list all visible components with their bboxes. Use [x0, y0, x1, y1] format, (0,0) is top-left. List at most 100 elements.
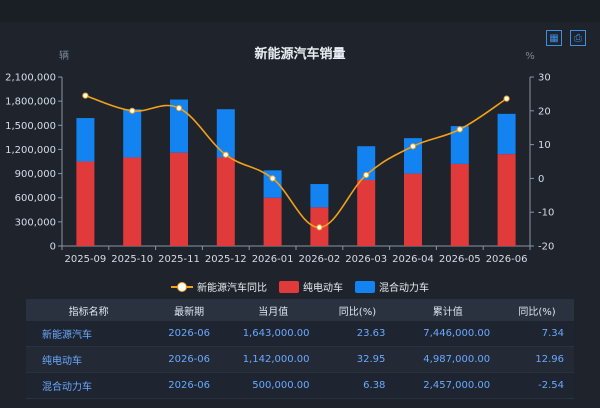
legend-line-marker — [171, 281, 193, 293]
cell-month-value: 1,142,000.00 — [227, 346, 320, 373]
bar-bev — [170, 152, 188, 246]
y-left-tick-label: 1,200,000 — [5, 145, 56, 156]
bar-hybrid — [450, 126, 469, 164]
x-tick-label: 2026-04 — [392, 254, 434, 265]
legend-swatch-hybrid — [355, 280, 375, 293]
indicator-table: 指标名称 最新期 当月值 同比(%) 累计值 同比(%) 新能源汽车 2026-… — [26, 299, 574, 399]
cell-name[interactable]: 新能源汽车 — [26, 321, 152, 347]
y-left-tick-label: 1,800,000 — [5, 97, 56, 108]
bar-bev — [263, 197, 282, 246]
legend-item-hybrid[interactable]: 混合动力车 — [355, 279, 429, 294]
bar-hybrid — [76, 118, 95, 162]
x-tick-label: 2025-12 — [205, 254, 247, 265]
y-axis-left-unit: 辆 — [59, 49, 69, 62]
x-tick-label: 2026-05 — [439, 254, 481, 265]
col-header-name: 指标名称 — [26, 299, 152, 321]
data-view-icon[interactable]: ▦ — [546, 30, 562, 46]
x-tick-label: 2026-01 — [252, 254, 294, 265]
cell-month-value: 1,643,000.00 — [227, 321, 320, 347]
x-tick-label: 2025-11 — [158, 254, 200, 265]
cell-period: 2026-06 — [151, 372, 228, 399]
yoy-point — [129, 107, 136, 114]
col-header-month-value: 当月值 — [227, 299, 320, 321]
y-left-tick-label: 1,500,000 — [5, 121, 56, 132]
y-right-tick-label: 0 — [538, 174, 544, 185]
cell-cumulative-yoy: 7.34 — [500, 321, 574, 347]
cell-cumulative: 7,446,000.00 — [395, 321, 501, 347]
yoy-point — [222, 151, 229, 158]
bar-hybrid — [404, 138, 422, 174]
cell-cumulative-yoy: 12.96 — [500, 346, 574, 373]
save-image-icon[interactable]: ⎙ — [570, 30, 586, 46]
col-header-cumulative: 累计值 — [395, 299, 501, 321]
bar-bev — [357, 180, 376, 246]
bar-bev — [497, 154, 516, 246]
table-header-row: 指标名称 最新期 当月值 同比(%) 累计值 同比(%) — [26, 299, 574, 321]
cell-cumulative: 2,457,000.00 — [395, 372, 501, 399]
legend-item-yoy[interactable]: 新能源汽车同比 — [171, 279, 267, 294]
y-right-tick-label: 30 — [538, 73, 551, 84]
yoy-point — [269, 175, 276, 182]
bar-hybrid — [123, 109, 142, 158]
y-left-tick-label: 0 — [50, 242, 56, 253]
yoy-point — [456, 126, 463, 133]
cell-month-yoy: 6.38 — [319, 372, 396, 399]
cell-cumulative: 4,987,000.00 — [395, 346, 501, 373]
col-header-month-yoy: 同比(%) — [319, 299, 396, 321]
bar-hybrid — [263, 170, 282, 198]
yoy-point — [82, 92, 89, 99]
legend-item-bev[interactable]: 纯电动车 — [279, 279, 343, 294]
cell-name[interactable]: 纯电动车 — [26, 346, 152, 373]
cell-month-yoy: 32.95 — [319, 346, 396, 373]
cell-cumulative-yoy: -2.54 — [500, 372, 574, 399]
bar-hybrid — [310, 184, 329, 208]
yoy-point — [316, 224, 323, 231]
y-left-tick-label: 2,100,000 — [5, 73, 56, 84]
table-row: 纯电动车 2026-06 1,142,000.00 32.95 4,987,00… — [26, 346, 574, 373]
y-right-tick-label: 20 — [538, 106, 551, 117]
sales-chart: 新能源汽车销量 辆 % 0 300,000 600,000 900,000 1,200,… — [5, 46, 554, 265]
legend-swatch-bev — [279, 280, 299, 293]
yoy-point — [363, 171, 370, 179]
cell-period: 2026-06 — [151, 321, 228, 347]
x-tick-label: 2026-06 — [486, 254, 528, 265]
x-tick-label: 2025-09 — [65, 254, 107, 265]
yoy-point — [503, 95, 510, 102]
bar-bev — [76, 161, 95, 246]
cell-period: 2026-06 — [151, 346, 228, 373]
legend-label-yoy: 新能源汽车同比 — [197, 283, 267, 294]
x-tick-label: 2026-03 — [345, 254, 387, 265]
cell-name[interactable]: 混合动力车 — [26, 372, 152, 399]
x-tick-label: 2025-10 — [111, 254, 153, 265]
bar-bev — [123, 157, 142, 246]
yoy-line — [85, 94, 508, 229]
bar-bev — [216, 157, 235, 246]
y-right-tick-label: -10 — [538, 208, 554, 219]
col-header-period: 最新期 — [151, 299, 228, 321]
bar-hybrid — [216, 109, 235, 158]
cell-month-yoy: 23.63 — [319, 321, 396, 347]
col-header-cumulative-yoy: 同比(%) — [500, 299, 574, 321]
yoy-point — [175, 104, 183, 112]
chart-legend: 新能源汽车同比 纯电动车 混合动力车 — [0, 279, 600, 294]
bar-bev — [450, 163, 469, 246]
x-tick-label: 2026-02 — [299, 254, 341, 265]
y-left-tick-label: 300,000 — [15, 217, 56, 228]
y-right-tick-label: -20 — [538, 242, 554, 253]
chart-toolbar: ▦ ⎙ — [546, 30, 586, 46]
yoy-point — [409, 143, 417, 150]
bar-bev — [404, 173, 422, 246]
y-left-tick-label: 900,000 — [15, 169, 56, 180]
cell-month-value: 500,000.00 — [227, 372, 320, 399]
legend-label-bev: 纯电动车 — [303, 283, 343, 294]
bar-hybrid — [170, 99, 188, 153]
table-row: 新能源汽车 2026-06 1,643,000.00 23.63 7,446,0… — [26, 321, 574, 347]
chart-title: 新能源汽车销量 — [254, 46, 345, 62]
table-row: 混合动力车 2026-06 500,000.00 6.38 2,457,000.… — [26, 372, 574, 399]
legend-label-hybrid: 混合动力车 — [379, 283, 429, 294]
bar-hybrid — [497, 113, 516, 155]
y-left-tick-label: 600,000 — [15, 193, 56, 204]
y-right-tick-label: 10 — [538, 140, 551, 151]
y-axis-right-unit: % — [525, 51, 535, 62]
top-bar — [0, 0, 600, 22]
